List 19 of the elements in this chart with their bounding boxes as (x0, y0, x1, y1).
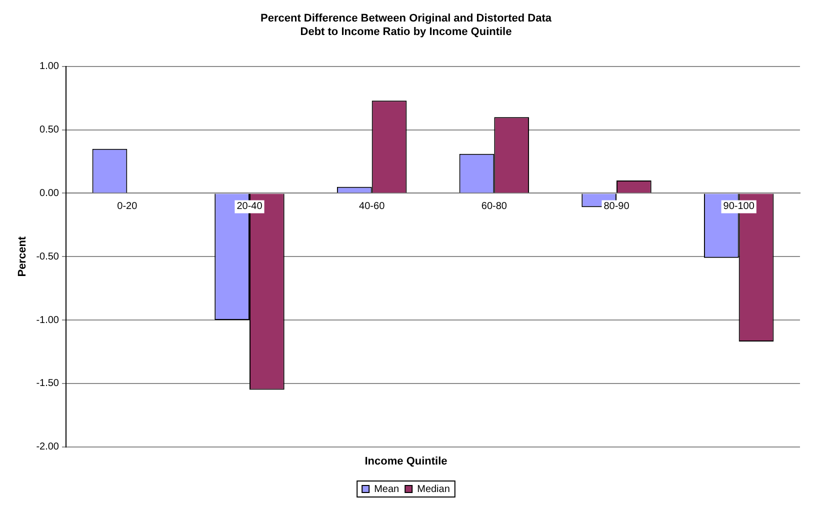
y-tick-label: -1.50 (36, 378, 60, 390)
y-tick-label: -2.00 (36, 442, 60, 453)
x-tick-label: 20-40 (236, 200, 263, 212)
x-tick-label: 0-20 (117, 200, 138, 212)
text: Percent Difference Between Original and Distorted Data (260, 12, 552, 25)
y-tick-label: 1.00 (40, 61, 60, 72)
x-axis-title: Income Quintile (364, 455, 448, 468)
y-axis-title: Percent (16, 236, 29, 277)
legend-label: Median (417, 484, 450, 495)
y-tick-label: -0.50 (36, 251, 60, 262)
x-tick-label: 80-90 (604, 200, 630, 212)
y-tick-label: 0.00 (40, 188, 60, 199)
x-tick-label: 90-100 (723, 200, 755, 212)
x-tick-label: 40-60 (359, 200, 386, 212)
x-tick-label: 60-80 (481, 200, 508, 212)
legend-label: Mean (374, 484, 400, 495)
text: Debt to Income Ratio by Income Quintile (300, 26, 512, 38)
y-tick-label: 0.50 (40, 124, 60, 136)
y-tick-label: -1.00 (36, 314, 60, 326)
